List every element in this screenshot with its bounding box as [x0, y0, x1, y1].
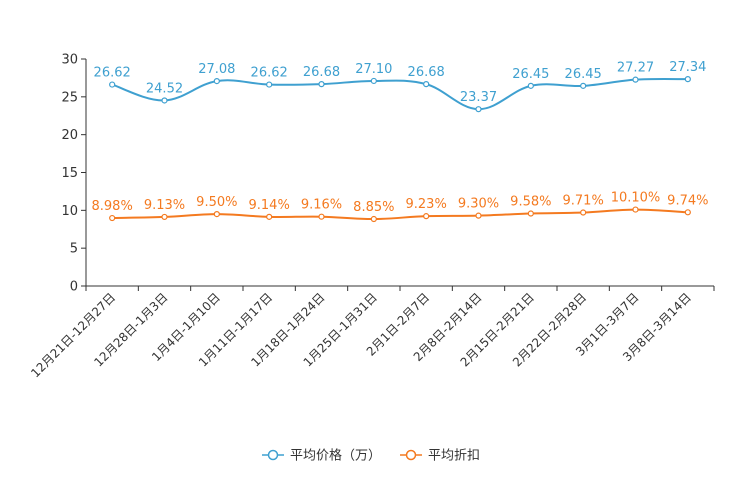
y-tick-label: 10 — [61, 204, 78, 219]
legend-label: 平均折扣 — [428, 449, 480, 464]
legend-label: 平均价格（万） — [290, 448, 381, 464]
legend-marker-icon — [267, 449, 279, 461]
y-tick-label: 0 — [70, 280, 78, 295]
series-line — [112, 208, 688, 221]
y-tick-label: 5 — [70, 242, 78, 257]
legend-item-2[interactable]: 平均折扣 — [400, 449, 480, 464]
data-point[interactable] — [370, 77, 377, 85]
chart-axes: 05101520253012月21日-12月27日12月28日-1月3日1月4日… — [28, 53, 715, 380]
y-tick-label: 20 — [61, 128, 78, 143]
chart-series-layer: 26.62 24.52 27.08 26.62 26.68 27.10 26.68 23.37… — [92, 60, 708, 223]
data-label: 23.37 — [460, 90, 497, 105]
data-label: 9.71% — [563, 194, 604, 209]
legend-item-1[interactable]: 平均价格（万） — [262, 448, 381, 464]
data-label: 26.45 — [512, 67, 549, 82]
data-point[interactable] — [632, 206, 639, 213]
x-tick-label: 12月21日-12月27日 — [28, 290, 118, 380]
data-label: 26.68 — [408, 65, 445, 80]
data-label: 9.58% — [510, 195, 551, 210]
data-label: 26.62 — [94, 66, 131, 81]
y-tick-label: 15 — [61, 166, 78, 181]
data-label: 27.34 — [669, 60, 706, 75]
y-tick-label: 25 — [61, 90, 78, 105]
data-label: 8.98% — [92, 199, 133, 214]
data-point[interactable] — [266, 81, 273, 88]
data-point[interactable] — [266, 213, 273, 220]
data-label: 9.16% — [301, 198, 342, 213]
data-label: 27.27 — [617, 61, 654, 76]
data-label: 9.23% — [406, 197, 447, 212]
data-point[interactable] — [370, 215, 377, 223]
data-label: 9.30% — [458, 197, 499, 212]
data-point[interactable] — [423, 213, 430, 220]
data-label: 26.68 — [303, 65, 340, 80]
data-label: 9.14% — [249, 198, 290, 213]
data-label: 9.13% — [144, 198, 185, 213]
data-point[interactable] — [318, 81, 325, 88]
series-line — [111, 77, 688, 111]
series-1: 26.62 24.52 27.08 26.62 26.68 27.10 26.68 23.37… — [94, 60, 706, 113]
data-label: 8.85% — [353, 200, 394, 215]
series-2: 8.98% 9.13% 9.50% 9.14% 9.16% 8.85% 9.23% 9.30%… — [92, 191, 708, 223]
data-point[interactable] — [109, 214, 116, 222]
data-point[interactable] — [684, 209, 691, 216]
data-point[interactable] — [213, 211, 220, 218]
data-point[interactable] — [527, 210, 534, 217]
data-point[interactable] — [632, 76, 639, 83]
data-label: 10.10% — [611, 191, 661, 206]
data-label: 26.45 — [565, 67, 602, 82]
data-point[interactable] — [161, 213, 168, 221]
data-point[interactable] — [580, 82, 587, 89]
data-point[interactable] — [109, 81, 116, 88]
data-label: 27.10 — [355, 62, 392, 77]
legend-marker-icon — [405, 449, 417, 461]
data-point[interactable] — [475, 106, 482, 113]
data-point[interactable] — [161, 97, 168, 104]
y-tick-label: 30 — [61, 53, 78, 68]
data-point[interactable] — [213, 77, 220, 85]
data-point[interactable] — [527, 82, 534, 89]
data-point[interactable] — [318, 213, 325, 220]
data-label: 9.50% — [196, 195, 237, 210]
data-label: 24.52 — [146, 81, 183, 96]
data-label: 9.74% — [667, 193, 708, 208]
chart-legend: 平均价格（万） 平均折扣 — [262, 448, 480, 464]
data-label: 26.62 — [251, 66, 288, 81]
data-point[interactable] — [684, 76, 691, 83]
data-point[interactable] — [580, 209, 587, 216]
data-label: 27.08 — [198, 62, 235, 77]
data-point[interactable] — [423, 81, 430, 88]
data-point[interactable] — [475, 212, 482, 219]
